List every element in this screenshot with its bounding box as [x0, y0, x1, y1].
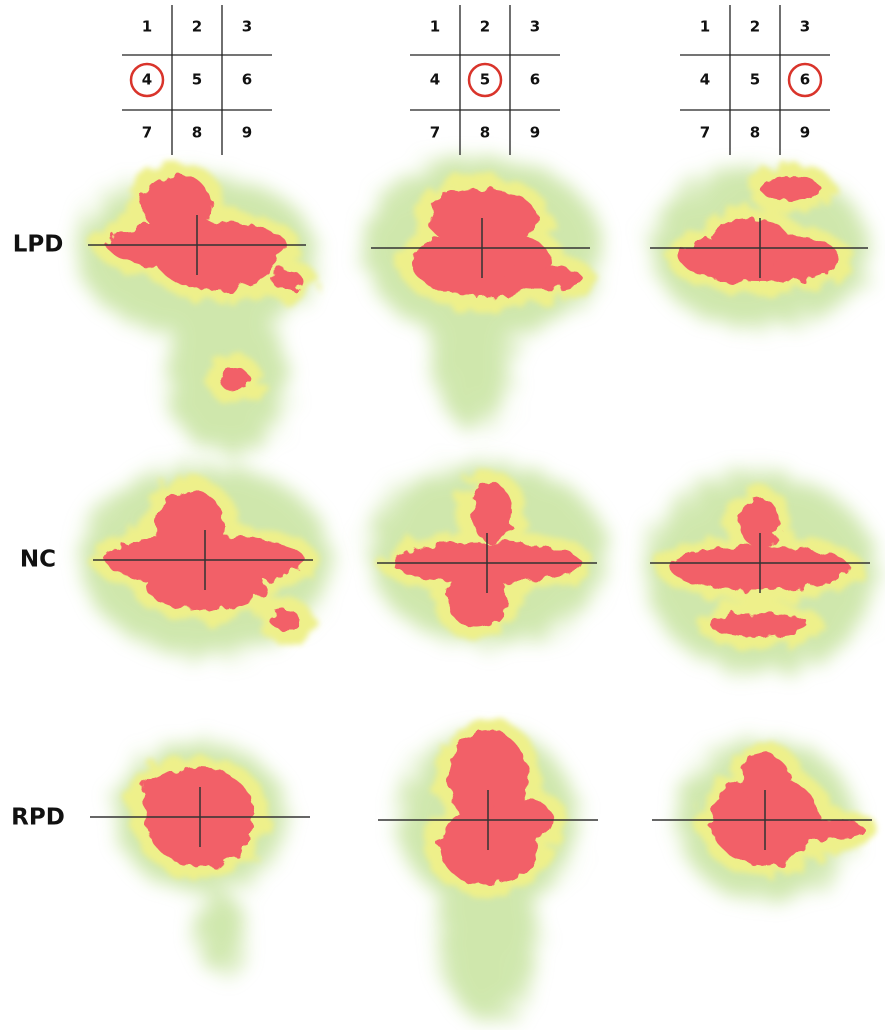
hot-region: [157, 230, 277, 290]
heatmap-panel: [650, 164, 870, 328]
grid-cell-number: 5: [750, 71, 760, 89]
fixation-grid: 1 2 3 4 5 6 7 8 9: [680, 5, 830, 155]
grids: 1 2 3 4 5 6 7 8 9 1 2 3 4 5 6 7 8 9 1 2 3 4 5 6 7 8 9: [122, 5, 830, 155]
hot-region: [140, 772, 220, 822]
grid-cell-number: 9: [800, 124, 810, 142]
grid-cell-number: 6: [800, 71, 810, 89]
grid-cell-number: 4: [142, 71, 152, 89]
heatmap-panel: [645, 473, 875, 673]
grid-cell-number: 5: [192, 71, 202, 89]
grid-cell-number: 6: [530, 71, 540, 89]
heatmap-panel: [367, 463, 607, 643]
grid-cell-number: 2: [192, 18, 202, 36]
grid-cell-number: 3: [800, 18, 810, 36]
fixation-grid: 1 2 3 4 5 6 7 8 9: [122, 5, 272, 155]
heatmap-panel: [80, 465, 330, 655]
row-labels: LPD NC RPD: [11, 232, 65, 831]
row-label: LPD: [13, 232, 64, 258]
grid-cell-number: 2: [750, 18, 760, 36]
cloud-region: [195, 892, 245, 972]
heatmap-panel: [77, 163, 317, 455]
heatmap-panel: [378, 718, 598, 1020]
hot-region: [710, 218, 790, 268]
heatmap-panel: [652, 740, 879, 900]
grid-cell-number: 4: [700, 71, 710, 89]
grid-cell-number: 6: [242, 71, 252, 89]
grid-cell-number: 3: [242, 18, 252, 36]
grid-cell-number: 4: [430, 71, 440, 89]
row-label: RPD: [11, 805, 65, 831]
figure: 1 2 3 4 5 6 7 8 9 1 2 3 4 5 6 7 8 9 1 2 3 4 5 6 7 8 9 LPD NC RPD: [0, 0, 885, 1030]
hot-region: [272, 270, 302, 290]
grid-cell-number: 8: [750, 124, 760, 142]
row-label: NC: [20, 547, 56, 573]
grid-cell-number: 7: [142, 124, 152, 142]
grid-cell-number: 3: [530, 18, 540, 36]
grid-cell-number: 7: [430, 124, 440, 142]
hot-region: [447, 568, 507, 628]
hot-region: [760, 176, 820, 200]
grid-cell-number: 1: [430, 18, 440, 36]
grid-cell-number: 9: [242, 124, 252, 142]
grid-cell-number: 8: [480, 124, 490, 142]
fixation-grid: 1 2 3 4 5 6 7 8 9: [410, 5, 560, 155]
hot-region: [270, 610, 300, 630]
heatmap-panel: [362, 158, 602, 428]
grid-cell-number: 8: [192, 124, 202, 142]
grid-cell-number: 2: [480, 18, 490, 36]
hot-region: [220, 368, 250, 392]
grid-cell-number: 5: [480, 71, 490, 89]
heatmap-panel: [90, 742, 310, 972]
grid-cell-number: 1: [142, 18, 152, 36]
grid-cell-number: 7: [700, 124, 710, 142]
hot-region: [502, 266, 582, 290]
grid-cell-number: 9: [530, 124, 540, 142]
hot-region: [710, 613, 810, 637]
hot-region: [785, 820, 865, 840]
grid-cell-number: 1: [700, 18, 710, 36]
hot-region: [472, 483, 512, 543]
heatmaps: [77, 158, 879, 1020]
page: 123456789123456789123456789 LPDNCRPD (()…: [0, 0, 885, 1030]
